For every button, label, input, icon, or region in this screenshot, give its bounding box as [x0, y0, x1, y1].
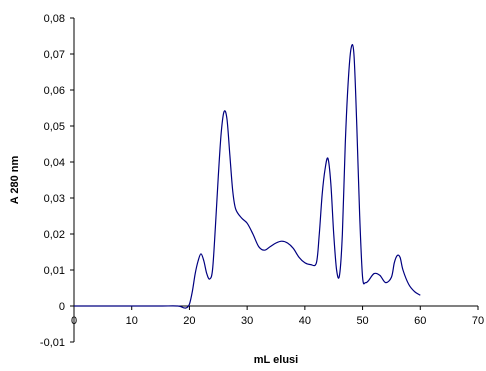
x-axis-title: mL elusi [254, 354, 298, 366]
tick-labels: -0,01 0 0,01 0,02 0,03 0,04 0,05 0,06 0,07 0,08 0 1… [40, 13, 484, 349]
series-line [74, 44, 421, 309]
y-tick-label: 0,04 [44, 157, 65, 169]
x-tick-label: 0 [71, 315, 77, 327]
y-tick-label: 0,03 [44, 193, 65, 205]
tick-marks [70, 17, 479, 343]
y-tick-label: 0 [59, 301, 65, 313]
x-tick-label: 10 [126, 315, 138, 327]
y-tick-label: 0,07 [44, 49, 65, 61]
x-tick-label: 70 [472, 315, 484, 327]
y-tick-label: 0,06 [44, 85, 65, 97]
y-tick-label: -0,01 [40, 337, 65, 349]
x-tick-label: 50 [356, 315, 368, 327]
y-axis-title: A 280 nm [9, 156, 21, 205]
x-tick-label: 40 [299, 315, 311, 327]
y-tick-label: 0,01 [44, 265, 65, 277]
y-tick-label: 0,08 [44, 13, 65, 25]
x-tick-label: 60 [414, 315, 426, 327]
plot-area [74, 44, 421, 309]
y-tick-label: 0,05 [44, 121, 65, 133]
x-tick-label: 20 [183, 315, 195, 327]
x-tick-label: 30 [241, 315, 253, 327]
y-tick-label: 0,02 [44, 229, 65, 241]
